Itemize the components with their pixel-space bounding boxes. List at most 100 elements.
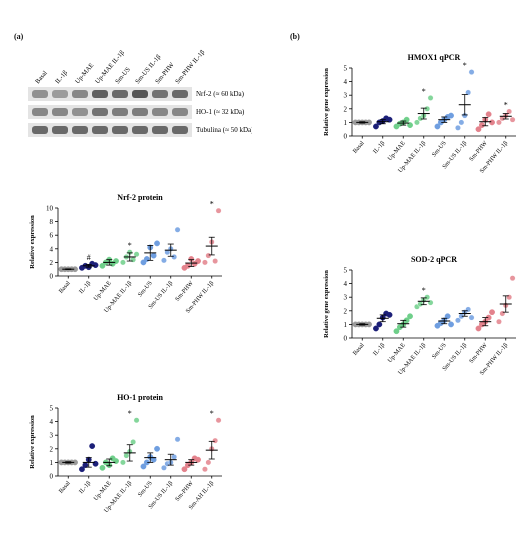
significance-mark: * <box>210 200 214 209</box>
data-point <box>403 116 410 123</box>
data-point <box>499 310 506 317</box>
significance-mark: * <box>128 409 132 418</box>
data-point <box>434 123 441 130</box>
y-tick-label: 6 <box>50 232 54 240</box>
blot-band-label: HO-1 (≈ 32 kDa) <box>196 108 245 116</box>
data-point <box>407 122 413 129</box>
data-point <box>509 275 516 282</box>
blot-lane-label: Up-MAE <box>74 62 95 85</box>
blot-strip <box>28 105 192 119</box>
data-point <box>174 226 181 233</box>
data-point <box>444 313 451 320</box>
blot-lane-label: Basal <box>34 70 49 86</box>
y-tick-label: 3 <box>50 432 54 440</box>
data-point <box>150 456 157 463</box>
data-point <box>427 95 434 101</box>
data-point <box>205 252 212 259</box>
data-point <box>92 262 99 269</box>
data-point <box>130 439 137 445</box>
data-point <box>458 119 465 126</box>
data-point <box>154 240 160 247</box>
y-tick-label: 3 <box>344 294 348 302</box>
blot-band <box>32 126 48 134</box>
data-point <box>485 111 492 118</box>
significance-mark: * <box>128 241 132 250</box>
x-tick-label: Up-MAE <box>386 342 407 365</box>
chart-title: SOD-2 qPCR <box>411 255 457 264</box>
blot-lane-label: Sm-PHW <box>154 61 176 86</box>
data-point <box>509 116 516 123</box>
data-point <box>478 122 485 129</box>
y-tick-label: 0 <box>344 133 348 141</box>
data-point <box>465 306 472 313</box>
y-tick-label: 8 <box>50 218 54 226</box>
panel-b-label: (b) <box>290 32 300 41</box>
blot-lane-label: Sm-PHW IL-1β <box>174 48 207 85</box>
data-point <box>212 437 219 444</box>
data-point <box>448 321 454 328</box>
data-point <box>161 257 167 264</box>
data-point <box>79 466 85 473</box>
data-point <box>215 207 222 214</box>
significance-mark: * <box>210 409 214 418</box>
y-tick-label: 2 <box>50 259 54 267</box>
blot-band <box>132 108 148 116</box>
data-point <box>195 258 201 264</box>
data-point <box>424 105 431 112</box>
data-point <box>468 69 475 75</box>
significance-mark: * <box>504 101 508 110</box>
data-point <box>130 256 137 263</box>
x-tick-label: Sm-PHW <box>174 280 195 303</box>
blot-band <box>72 108 88 116</box>
data-point <box>140 463 147 470</box>
data-point <box>174 436 181 443</box>
y-tick-label: 3 <box>344 92 348 100</box>
panel-a-label: (a) <box>14 32 24 41</box>
blot-band <box>152 126 168 134</box>
y-tick-label: 2 <box>344 307 348 315</box>
blot-band <box>172 90 188 98</box>
data-point <box>150 252 157 259</box>
y-tick-label: 1 <box>50 459 54 467</box>
blot-band <box>132 90 148 98</box>
data-point <box>489 119 495 126</box>
y-tick-label: 10 <box>46 205 54 213</box>
x-tick-label: Basal <box>352 140 366 155</box>
y-axis-label: Relative gene expression <box>323 270 330 338</box>
y-tick-label: 1 <box>344 119 348 127</box>
x-tick-label: Sm-US <box>137 279 154 298</box>
data-point <box>99 464 106 471</box>
chart-hmox1-qpcr: HMOX1 qPCR Relative gene expression 0 1 2 3 4 5… <box>323 53 516 175</box>
blot-band <box>32 90 48 98</box>
y-tick-label: 4 <box>50 418 54 426</box>
data-point <box>506 108 513 115</box>
x-tick-label: IL-1β <box>78 480 92 495</box>
data-point <box>373 123 379 130</box>
x-tick-label: IL-1β <box>372 140 386 155</box>
data-point <box>89 443 96 449</box>
y-tick-label: 4 <box>344 78 348 86</box>
data-point <box>113 458 119 464</box>
data-point <box>427 299 434 306</box>
blot-band-label: Tubulina (≈ 50 kDa) <box>196 126 252 134</box>
y-tick-label: 0 <box>344 335 348 343</box>
data-point <box>133 251 140 258</box>
y-tick-label: 5 <box>344 267 348 275</box>
data-point <box>171 254 178 260</box>
data-point <box>376 321 383 328</box>
y-axis-label: Relative expression <box>29 215 36 269</box>
data-point <box>489 309 495 316</box>
data-point <box>205 459 212 466</box>
x-tick-label: IL-1β <box>372 342 386 357</box>
blot-band <box>72 90 88 98</box>
x-tick-label: Basal <box>352 342 366 357</box>
y-tick-label: 0 <box>50 273 54 281</box>
blot-band <box>152 90 168 98</box>
y-tick-label: 5 <box>344 65 348 73</box>
chart-title: HMOX1 qPCR <box>408 53 461 62</box>
x-tick-label: IL-1β <box>78 280 92 295</box>
blot-band <box>112 108 128 116</box>
data-point <box>161 464 167 471</box>
data-point <box>181 466 188 473</box>
